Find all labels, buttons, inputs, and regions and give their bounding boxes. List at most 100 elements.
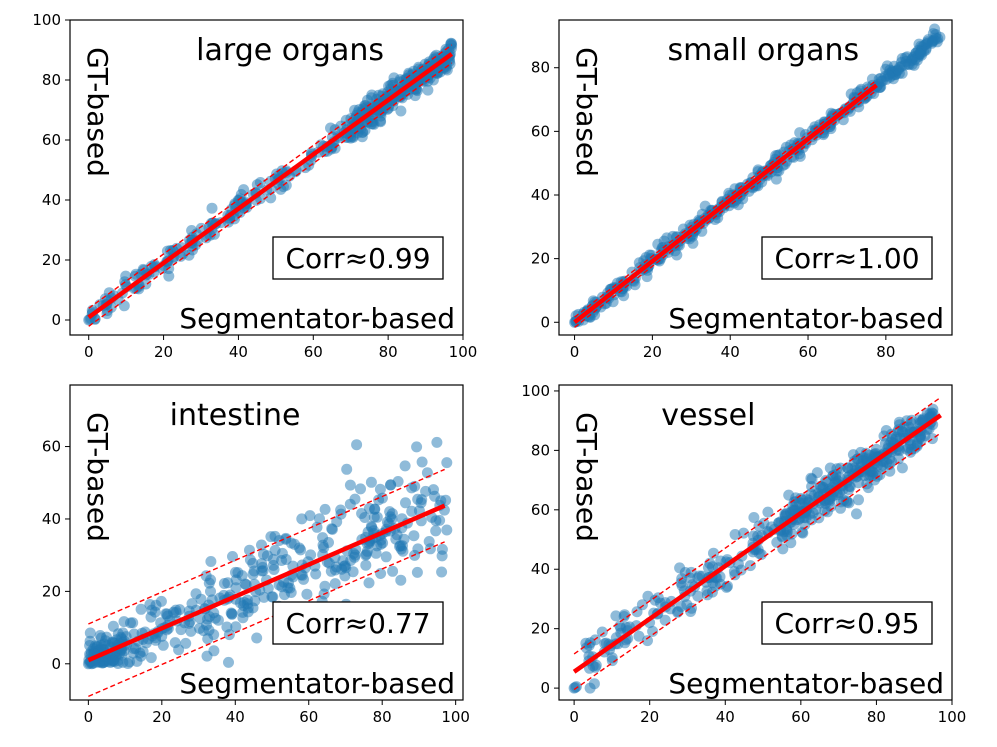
scatter-point [373, 494, 385, 506]
x-axis-label: Segmentator-based [668, 667, 944, 700]
scatter-point [399, 460, 411, 472]
scatter-point [349, 551, 361, 563]
scatter-point [420, 485, 432, 497]
y-axis-label: GT-based [81, 412, 114, 542]
x-tick-label: 20 [643, 343, 662, 361]
scatter-point [408, 530, 420, 542]
scatter-point [431, 436, 443, 448]
scatter-point [374, 483, 386, 495]
plot-area [83, 37, 458, 327]
x-tick-label: 60 [304, 343, 323, 361]
y-tick-label: 80 [42, 71, 61, 89]
scatter-point [349, 493, 361, 505]
scatter-point [265, 192, 277, 204]
scatter-point [226, 608, 238, 620]
y-tick-label: 40 [42, 510, 61, 528]
y-tick-label: 60 [42, 131, 61, 149]
scatter-point [629, 279, 641, 291]
scatter-point [384, 506, 396, 518]
scatter-point [293, 542, 305, 554]
scatter-point [163, 270, 175, 282]
scatter-point [704, 557, 716, 569]
scatter-point [353, 104, 365, 116]
scatter-point [928, 34, 940, 46]
scatter-point [387, 565, 399, 577]
scatter-point [806, 473, 818, 485]
scatter-point [180, 637, 192, 649]
scatter-point [884, 453, 896, 465]
panel-2: 0 20 40 60 80 0 20 40 60 80 small organs GT-based Se… [531, 19, 953, 361]
correlation-label: Corr≈1.00 [774, 242, 919, 275]
scatter-point [135, 603, 147, 615]
scatter-point [867, 469, 879, 481]
scatter-point [926, 407, 938, 419]
scatter-point [429, 490, 441, 502]
scatter-point [633, 630, 645, 642]
scatter-point [783, 489, 795, 501]
scatter-point [852, 453, 864, 465]
scatter-point [363, 577, 375, 589]
scatter-point [267, 559, 279, 571]
scatter-point [675, 577, 687, 589]
scatter-point [642, 590, 654, 602]
scatter-point [93, 656, 105, 668]
scatter-point [170, 604, 182, 616]
x-axis-label: Segmentator-based [668, 302, 944, 335]
scatter-point [230, 566, 241, 578]
y-axis-label: GT-based [570, 412, 603, 542]
scatter-point [244, 544, 255, 556]
scatter-point [642, 635, 653, 647]
y-tick-label: 20 [531, 250, 550, 268]
scatter-point [913, 48, 925, 60]
scatter-point [777, 543, 789, 555]
scatter-point [748, 512, 760, 523]
scatter-point [596, 626, 608, 638]
x-tick-label: 80 [876, 343, 895, 361]
y-tick-label: 0 [51, 655, 61, 673]
y-tick-label: 0 [51, 311, 61, 329]
scatter-point [84, 640, 96, 651]
axes-frame [558, 19, 953, 336]
scatter-point [361, 545, 373, 557]
scatter-point [370, 547, 382, 559]
plot-area [82, 436, 453, 698]
chart-title: small organs [668, 33, 860, 68]
x-tick-label: 80 [379, 343, 398, 361]
lower-bound-line [573, 432, 942, 691]
y-tick-label: 40 [531, 560, 550, 578]
scatter-point [406, 482, 418, 494]
y-tick-label: 100 [32, 11, 61, 29]
correlation-box [272, 236, 444, 280]
axes-frame [69, 19, 464, 336]
y-tick-label: 60 [531, 122, 550, 140]
upper-bound-line [573, 396, 942, 655]
scatter-point [234, 597, 246, 609]
scatter-point [150, 599, 162, 611]
scatter-point [851, 508, 862, 520]
panel-3: 0 20 40 60 80 100 0 20 40 60 intestine GT-based Segm… [42, 384, 470, 726]
scatter-point [797, 527, 809, 539]
y-tick-label: 0 [540, 679, 550, 697]
chart-title: intestine [170, 398, 301, 433]
x-tick-label: 0 [84, 343, 94, 361]
x-tick-label: 100 [441, 708, 470, 726]
scatter-point [411, 441, 423, 453]
scatter-point [685, 606, 697, 617]
scatter-point [884, 465, 896, 477]
panel-4: 0 20 40 60 80 100 0 20 40 60 80 100 vessel GT-based Se… [521, 382, 966, 726]
scatter-point [436, 566, 448, 578]
scatter-point [369, 503, 381, 515]
scatter-point [195, 593, 207, 605]
scatter-point [615, 622, 627, 634]
y-tick-label: 100 [521, 382, 550, 400]
scatter-point [652, 238, 664, 250]
x-tick-label: 20 [152, 708, 171, 726]
scatter-point [203, 611, 215, 623]
y-tick-label: 60 [42, 438, 61, 456]
scatter-point [266, 591, 278, 603]
scatter-point [755, 549, 767, 560]
scatter-point [581, 642, 592, 654]
x-tick-label: 0 [570, 343, 580, 361]
y-tick-label: 20 [531, 620, 550, 638]
scatter-point [118, 300, 130, 312]
